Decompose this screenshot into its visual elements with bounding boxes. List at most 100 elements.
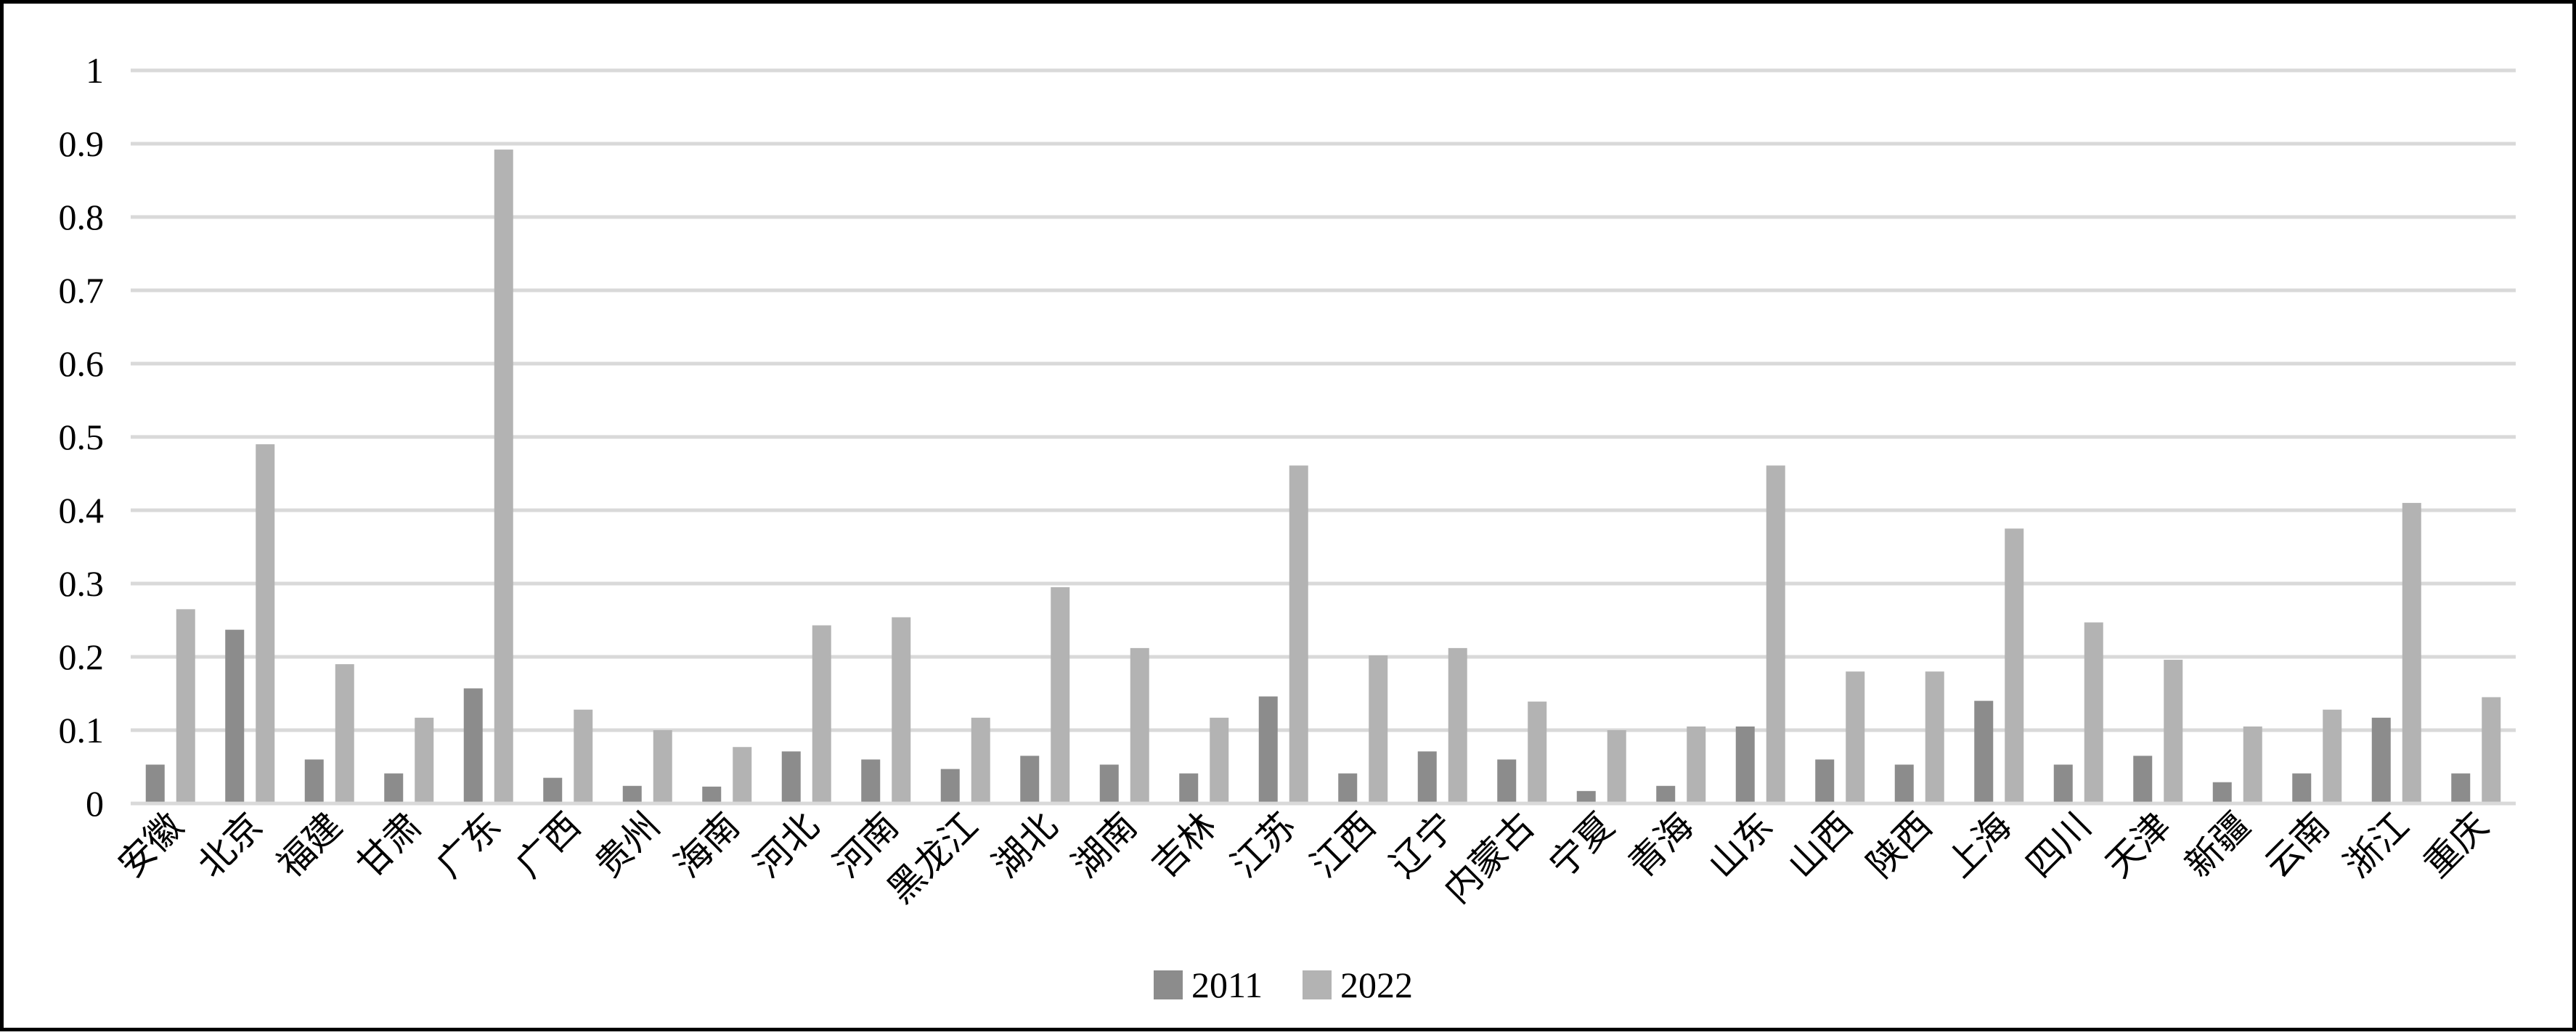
bars bbox=[145, 150, 2501, 803]
bar-2022-广西 bbox=[574, 709, 593, 803]
bar-2011-吉林 bbox=[1179, 773, 1199, 803]
x-category-label: 福建 bbox=[269, 804, 351, 885]
bar-2022-贵州 bbox=[653, 730, 672, 803]
x-category-label: 湖南 bbox=[1064, 804, 1146, 885]
bar-2011-天津 bbox=[2133, 756, 2153, 803]
x-category-label: 四川 bbox=[2018, 804, 2100, 885]
bar-2022-海南 bbox=[733, 747, 752, 803]
bar-2011-内蒙古 bbox=[1497, 759, 1517, 803]
x-category-label: 江西 bbox=[1303, 804, 1384, 885]
y-tick-label: 0.6 bbox=[59, 343, 105, 384]
x-category-label: 上海 bbox=[1939, 804, 2020, 885]
y-tick-label: 1 bbox=[86, 50, 104, 91]
bar-2022-辽宁 bbox=[1448, 647, 1467, 803]
bar-2011-北京 bbox=[225, 629, 245, 803]
bar-2022-甘肃 bbox=[415, 717, 434, 803]
bar-2011-湖北 bbox=[1020, 756, 1040, 803]
bar-2011-山西 bbox=[1815, 759, 1835, 803]
y-tick-label: 0.7 bbox=[59, 270, 105, 311]
bar-2011-山东 bbox=[1735, 726, 1755, 803]
x-category-label: 黑龙江 bbox=[879, 804, 986, 911]
bar-2011-河北 bbox=[781, 751, 801, 803]
bar-2011-河南 bbox=[861, 759, 881, 803]
bar-2022-浙江 bbox=[2402, 502, 2421, 803]
x-category-label: 甘肃 bbox=[349, 804, 430, 885]
y-tick-label: 0 bbox=[86, 783, 104, 824]
bar-2022-内蒙古 bbox=[1528, 701, 1547, 803]
bar-2022-天津 bbox=[2164, 660, 2183, 803]
bar-2011-湖南 bbox=[1099, 764, 1119, 803]
bar-2022-福建 bbox=[335, 664, 354, 803]
legend-label: 2011 bbox=[1191, 965, 1263, 1005]
bar-2011-云南 bbox=[2292, 773, 2312, 803]
y-axis-ticks: 0 0.1 0.2 0.3 0.4 0.5 0.6 0.7 0.8 0.9 1 bbox=[59, 50, 105, 824]
x-category-label: 北京 bbox=[189, 804, 271, 885]
x-category-label: 重庆 bbox=[2416, 804, 2497, 885]
bar-2022-河南 bbox=[892, 617, 911, 803]
x-category-label: 浙江 bbox=[2336, 804, 2418, 885]
bar-2022-河北 bbox=[812, 625, 831, 803]
legend-swatch-2022 bbox=[1303, 970, 1332, 999]
bar-2022-湖北 bbox=[1051, 587, 1070, 803]
x-category-label: 安徽 bbox=[110, 804, 192, 885]
x-category-label: 海南 bbox=[667, 804, 748, 885]
bar-2011-甘肃 bbox=[384, 773, 404, 803]
bar-2011-贵州 bbox=[622, 785, 642, 803]
bar-2022-新疆 bbox=[2243, 726, 2262, 803]
x-category-label: 陕西 bbox=[1859, 804, 1941, 885]
y-tick-label: 0.5 bbox=[59, 417, 105, 457]
bar-2022-云南 bbox=[2323, 709, 2342, 803]
bar-2022-湖南 bbox=[1130, 647, 1149, 803]
bar-2022-北京 bbox=[256, 444, 275, 803]
x-category-label: 贵州 bbox=[587, 804, 669, 885]
bar-2022-江西 bbox=[1369, 655, 1388, 803]
bar-2022-吉林 bbox=[1210, 717, 1229, 803]
x-category-label: 广西 bbox=[508, 804, 589, 885]
bar-2022-山西 bbox=[1846, 671, 1865, 803]
bar-2011-青海 bbox=[1656, 785, 1676, 803]
bar-2011-重庆 bbox=[2451, 773, 2471, 803]
y-tick-label: 0.9 bbox=[59, 123, 105, 164]
bar-2022-陕西 bbox=[1925, 671, 1944, 803]
legend: 2011 2022 bbox=[1154, 965, 1413, 1005]
bar-2011-江苏 bbox=[1258, 696, 1278, 803]
bar-2011-四川 bbox=[2053, 764, 2073, 803]
bar-2022-宁夏 bbox=[1607, 730, 1626, 803]
x-category-label: 山西 bbox=[1780, 804, 1861, 885]
bar-2022-山东 bbox=[1766, 465, 1785, 803]
y-tick-label: 0.4 bbox=[59, 490, 105, 531]
legend-swatch-2011 bbox=[1154, 970, 1183, 999]
bar-chart: 0 0.1 0.2 0.3 0.4 0.5 0.6 0.7 0.8 0.9 1 安徽北京福建甘肃广东… bbox=[59, 50, 2516, 1005]
bar-2011-江西 bbox=[1338, 773, 1358, 803]
x-category-label: 新疆 bbox=[2177, 804, 2259, 885]
bar-2022-江苏 bbox=[1289, 465, 1308, 803]
bar-2022-广东 bbox=[494, 150, 513, 803]
y-tick-label: 0.8 bbox=[59, 197, 105, 237]
bar-2011-浙江 bbox=[2371, 717, 2391, 803]
y-tick-label: 0.3 bbox=[59, 563, 105, 604]
x-category-label: 宁夏 bbox=[1541, 804, 1623, 885]
bar-2011-福建 bbox=[304, 759, 324, 803]
x-category-label: 河北 bbox=[746, 804, 828, 885]
y-tick-label: 0.2 bbox=[59, 637, 105, 677]
x-category-label: 山东 bbox=[1700, 804, 1782, 885]
bar-2011-安徽 bbox=[145, 764, 165, 803]
bar-2011-广西 bbox=[543, 777, 563, 803]
bar-2011-上海 bbox=[1974, 700, 1994, 803]
bar-2011-陕西 bbox=[1894, 764, 1914, 803]
x-category-label: 广东 bbox=[428, 804, 510, 885]
bar-2022-上海 bbox=[2005, 528, 2024, 803]
gridlines bbox=[131, 68, 2516, 732]
x-category-label: 湖北 bbox=[985, 804, 1066, 885]
bar-2011-黑龙江 bbox=[940, 769, 960, 803]
x-axis-labels: 安徽北京福建甘肃广东广西贵州海南河北河南黑龙江湖北湖南吉林江苏江西辽宁内蒙古宁夏… bbox=[110, 804, 2497, 911]
bar-2011-广东 bbox=[463, 688, 483, 803]
bar-2022-青海 bbox=[1687, 726, 1706, 803]
x-category-label: 天津 bbox=[2098, 804, 2179, 885]
bar-2011-新疆 bbox=[2212, 782, 2232, 803]
bar-2022-黑龙江 bbox=[971, 717, 990, 803]
legend-label: 2022 bbox=[1340, 965, 1413, 1005]
x-category-label: 云南 bbox=[2257, 804, 2338, 885]
y-tick-label: 0.1 bbox=[59, 710, 105, 750]
